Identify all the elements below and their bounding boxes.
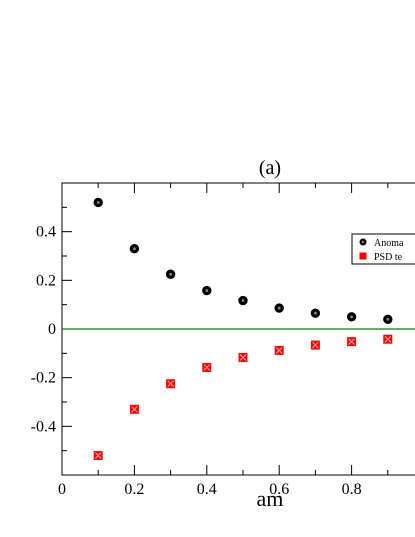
- x-axis-label: am: [257, 486, 284, 511]
- series-2-point-hatch: [167, 380, 174, 388]
- data-points: [93, 197, 393, 461]
- legend-label-2: PSD te: [374, 252, 403, 263]
- x-tick-label: 0.6: [269, 481, 289, 498]
- series-2-point-hatch: [94, 452, 102, 459]
- series-2-point-hatch: [348, 338, 355, 346]
- legend-label-1: Anoma: [374, 238, 404, 249]
- y-tick-label: 0: [48, 321, 56, 338]
- series-1-point-highlight: [241, 299, 245, 302]
- series-1-point-highlight: [314, 311, 317, 315]
- series-1-point-highlight: [350, 315, 353, 319]
- y-tick-label: 0.2: [36, 272, 56, 289]
- series-2-point-hatch: [239, 354, 247, 361]
- series-2-point-hatch: [312, 341, 319, 349]
- series-1-point-highlight: [169, 272, 173, 276]
- y-tick-label: 0.4: [36, 224, 56, 241]
- series-2-point-hatch: [384, 335, 392, 343]
- legend: Anoma PSD te: [351, 233, 415, 265]
- plot-axes: 0 0.2 0.4 0.6 0.8 -0.4 -0.2 0 0.2 0.4: [31, 182, 415, 498]
- series-1-point-highlight: [133, 247, 136, 251]
- legend-marker-2: [359, 252, 367, 260]
- series-1-point-highlight: [386, 317, 390, 321]
- series-1-point-highlight: [96, 201, 100, 204]
- series-1-point-highlight: [277, 306, 281, 310]
- series-2-point-hatch: [275, 347, 283, 354]
- y-tick-label: -0.2: [31, 370, 56, 387]
- x-tick-label: 0.2: [124, 481, 144, 498]
- series-1-point-highlight: [205, 289, 209, 292]
- series-2-point-hatch: [131, 405, 138, 413]
- x-tick-label: 0: [58, 481, 66, 498]
- x-tick-label: 0.4: [197, 481, 217, 498]
- legend-marker-highlight-1: [361, 240, 365, 244]
- series-2-point-hatch: [203, 364, 211, 371]
- x-tick-label: 0.8: [342, 481, 362, 498]
- chart-title: (a): [259, 157, 281, 179]
- y-tick-label: -0.4: [31, 418, 56, 435]
